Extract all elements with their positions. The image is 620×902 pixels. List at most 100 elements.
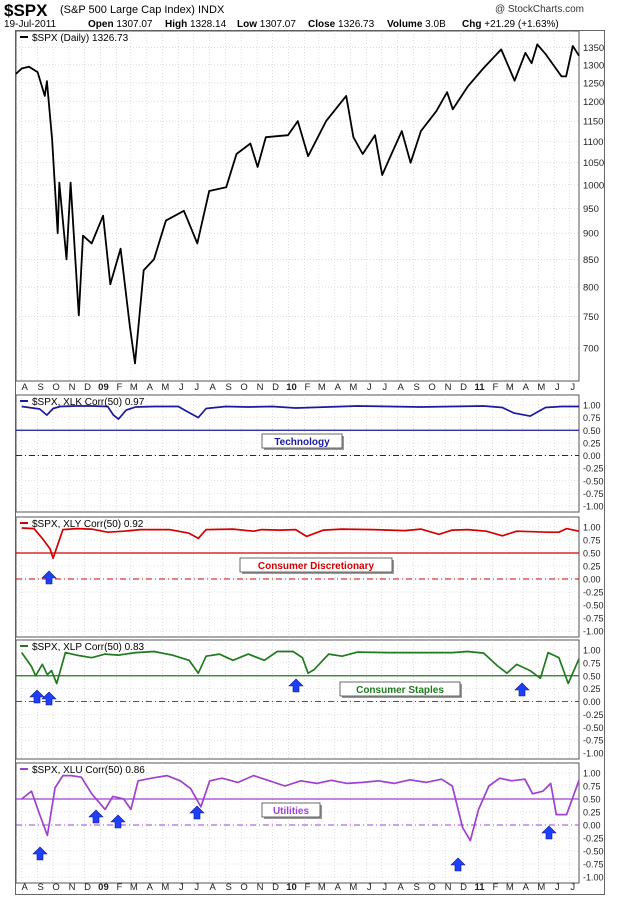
- y-tick-label-1-2: -0.50: [583, 476, 604, 486]
- y-tick-label-0-0: 700: [583, 344, 599, 355]
- x-tick-label-0-16: D: [272, 382, 279, 393]
- x-tick-label-0-17: 10: [286, 382, 297, 393]
- y-tick-label-3-7: 0.75: [583, 658, 601, 668]
- x-tick-label-0-29: 11: [474, 382, 485, 393]
- series-line-3: [21, 650, 580, 685]
- y-tick-label-4-4: 0.00: [583, 821, 601, 831]
- low-label: Low: [237, 19, 257, 30]
- panel-3-frame: [15, 639, 580, 760]
- annotation-box-3: [339, 681, 461, 697]
- x-tick-label-1-4: D: [84, 882, 91, 893]
- x-tick-label-1-13: S: [225, 882, 231, 893]
- x-tick-label-0-27: N: [445, 382, 452, 393]
- volume-value: 3.0B: [425, 19, 446, 30]
- y-tick-label-1-1: -0.75: [583, 489, 604, 499]
- x-tick-label-0-13: S: [225, 382, 231, 393]
- y-tick-label-1-7: 0.75: [583, 413, 601, 423]
- y-tick-label-4-0: -1.00: [583, 873, 604, 883]
- panel-4: -1.00 -0.75 -0.50 -0.25 0.00 0.25 0.50 0.75 1.00…: [15, 762, 604, 884]
- x-tick-label-1-28: D: [460, 882, 467, 893]
- x-tick-label-1-30: F: [493, 882, 499, 893]
- x-tick-label-1-17: 10: [286, 882, 297, 893]
- credit-label: @ StockCharts.com: [494, 4, 584, 15]
- x-tick-label-0-28: D: [460, 382, 467, 393]
- series-line-0: [15, 43, 580, 365]
- y-tick-label-1-6: 0.50: [583, 426, 601, 436]
- x-tick-label-1-10: J: [179, 882, 184, 893]
- up-arrow-icon: [189, 805, 205, 820]
- legend-label-3: $SPX, XLP Corr(50) 0.83: [32, 642, 145, 653]
- y-tick-label-1-3: -0.25: [583, 464, 604, 474]
- open-value: 1307.07: [116, 19, 153, 30]
- annotation-label-3: Consumer Staples: [356, 685, 444, 696]
- series-line-1: [21, 405, 579, 420]
- y-tick-label-4-8: 1.00: [583, 769, 601, 779]
- legend-label-2: $SPX, XLY Corr(50) 0.92: [32, 519, 144, 530]
- x-tick-label-0-4: D: [84, 382, 91, 393]
- y-tick-label-4-3: -0.25: [583, 834, 604, 844]
- close-stat: Close 1326.73: [308, 19, 374, 30]
- x-tick-label-1-11: J: [194, 882, 199, 893]
- annotation-box-4: [261, 802, 321, 818]
- x-tick-label-0-7: M: [130, 382, 138, 393]
- y-tick-label-1-5: 0.25: [583, 438, 601, 448]
- chg-value: +21.29 (+1.63%): [484, 19, 559, 30]
- y-tick-label-3-3: -0.25: [583, 710, 604, 720]
- y-tick-label-1-4: 0.00: [583, 451, 601, 461]
- y-tick-label-2-8: 1.00: [583, 523, 601, 533]
- high-value: 1328.14: [190, 19, 227, 30]
- series-line-2: [21, 527, 580, 560]
- up-arrow-icon: [41, 570, 57, 585]
- annotation-label-2: Consumer Discretionary: [258, 561, 375, 572]
- x-tick-label-1-25: S: [413, 882, 419, 893]
- panel-3: -1.00 -0.75 -0.50 -0.25 0.00 0.25 0.50 0.75 1.00…: [15, 639, 604, 760]
- y-tick-label-0-11: 1250: [583, 78, 604, 89]
- annotation-box-2: [239, 557, 393, 573]
- y-tick-label-3-8: 1.00: [583, 646, 601, 656]
- y-tick-label-0-9: 1150: [583, 117, 603, 128]
- y-tick-label-3-1: -0.75: [583, 736, 604, 746]
- panel-1-frame: [15, 394, 580, 513]
- x-tick-label-1-27: N: [445, 882, 452, 893]
- x-tick-label-0-25: S: [413, 382, 419, 393]
- y-tick-label-2-4: 0.00: [583, 575, 601, 585]
- quote-date: 19-Jul-2011: [4, 19, 57, 30]
- x-tick-label-1-0: A: [21, 882, 28, 893]
- y-tick-label-2-0: -1.00: [583, 627, 604, 637]
- x-tick-label-0-12: A: [210, 382, 217, 393]
- x-tick-label-1-7: M: [130, 882, 138, 893]
- close-value: 1326.73: [338, 19, 375, 30]
- y-tick-label-3-0: -1.00: [583, 749, 604, 759]
- x-tick-label-1-12: A: [210, 882, 217, 893]
- y-tick-label-2-6: 0.50: [583, 549, 601, 559]
- x-tick-label-0-32: A: [523, 382, 530, 393]
- panel-1: -1.00 -0.75 -0.50 -0.25 0.00 0.25 0.50 0.75 1.00…: [15, 394, 604, 513]
- symbol-name: (S&P 500 Large Cap Index) INDX: [60, 4, 225, 16]
- x-tick-label-0-9: M: [161, 382, 169, 393]
- x-tick-label-0-18: F: [305, 382, 311, 393]
- panel-0-frame: [15, 30, 580, 382]
- y-tick-label-0-6: 1000: [583, 180, 604, 191]
- up-arrow-icon: [450, 857, 466, 872]
- x-tick-label-1-32: A: [523, 882, 530, 893]
- x-tick-label-1-33: M: [537, 882, 545, 893]
- x-tick-label-1-8: A: [147, 882, 154, 893]
- x-tick-label-0-22: J: [367, 382, 372, 393]
- x-tick-label-1-6: F: [117, 882, 123, 893]
- up-arrow-icon: [29, 689, 45, 704]
- legend-label-0: $SPX (Daily) 1326.73: [32, 33, 129, 44]
- y-tick-label-0-5: 950: [583, 204, 599, 215]
- up-arrow-icon: [514, 682, 530, 697]
- x-tick-label-1-23: J: [382, 882, 387, 893]
- x-tick-label-0-26: O: [428, 382, 435, 393]
- high-stat: High 1328.14: [165, 19, 226, 30]
- x-tick-label-1-26: O: [428, 882, 435, 893]
- x-tick-label-0-2: O: [52, 382, 59, 393]
- x-tick-label-0-24: A: [398, 382, 405, 393]
- y-tick-label-1-0: -1.00: [583, 502, 604, 512]
- y-tick-label-3-2: -0.50: [583, 723, 604, 733]
- x-tick-label-1-15: N: [257, 882, 264, 893]
- series-line-4: [21, 774, 580, 842]
- x-tick-label-0-3: N: [69, 382, 76, 393]
- x-tick-label-0-33: M: [537, 382, 545, 393]
